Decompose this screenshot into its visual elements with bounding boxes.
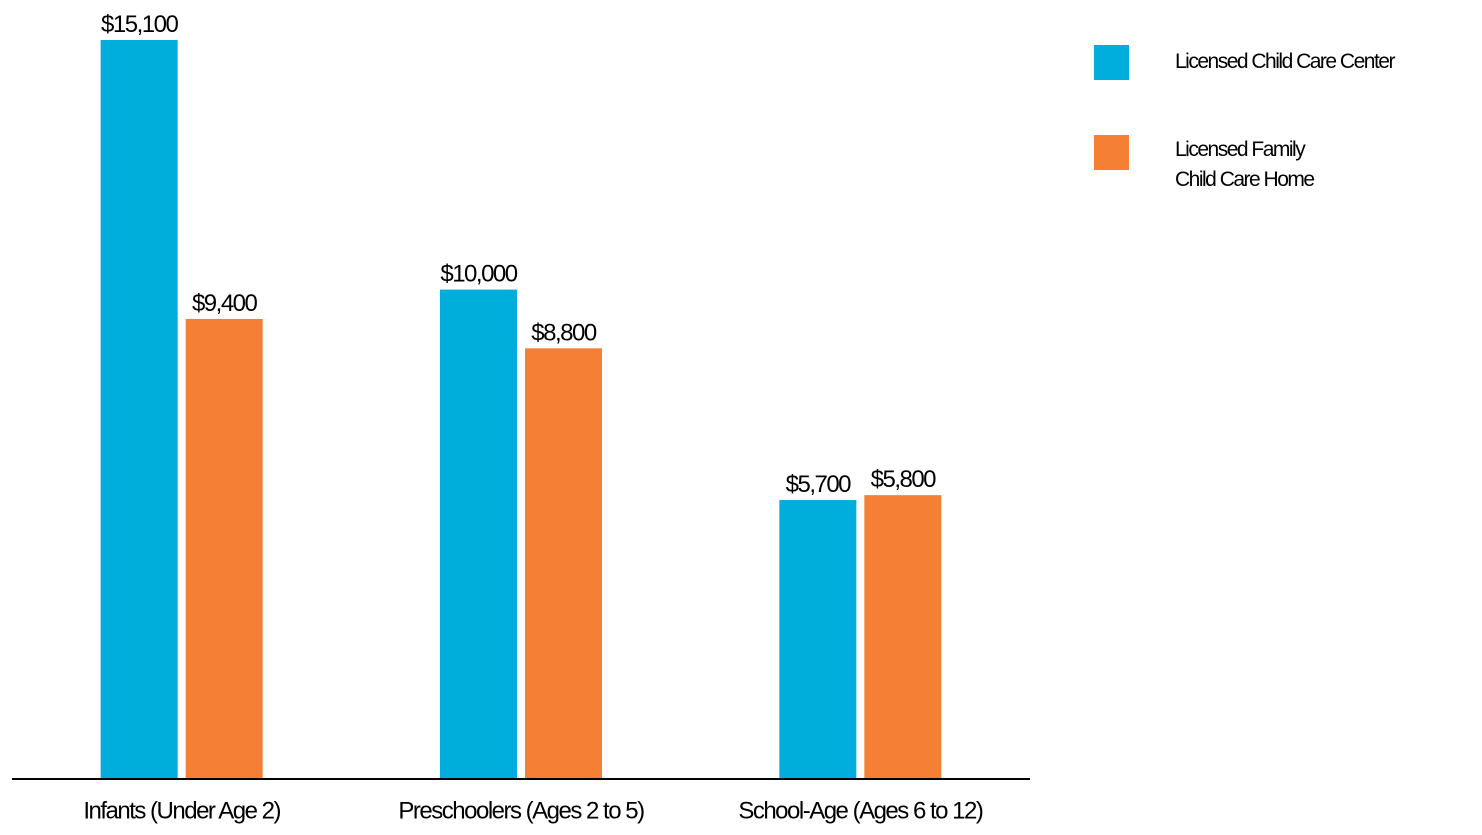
bar [525, 348, 602, 779]
x-tick-label: Preschoolers (Ages 2 to 5) [398, 797, 644, 824]
legend-item: Licensed Family Child Care Home [1094, 135, 1315, 195]
bar [440, 289, 517, 779]
legend-swatch [1094, 135, 1129, 170]
legend-label: Licensed Family Child Care Home [1175, 138, 1315, 191]
data-label: $8,800 [531, 319, 597, 346]
legend-swatch [1094, 45, 1129, 80]
data-label: $9,400 [192, 290, 258, 317]
legend-label: Licensed Child Care Center [1175, 50, 1395, 73]
bar [779, 500, 857, 779]
bar [185, 318, 263, 779]
x-tick-label: School-Age (Ages 6 to 12) [738, 797, 983, 824]
x-tick-label: Infants (Under Age 2) [83, 797, 280, 824]
legend-item: Licensed Child Care Center [1094, 45, 1395, 80]
bar [100, 40, 178, 779]
data-label: $5,700 [786, 471, 852, 498]
data-label: $15,100 [101, 11, 178, 38]
bar [864, 495, 942, 779]
data-label: $5,800 [871, 466, 937, 493]
data-label: $10,000 [440, 261, 517, 288]
